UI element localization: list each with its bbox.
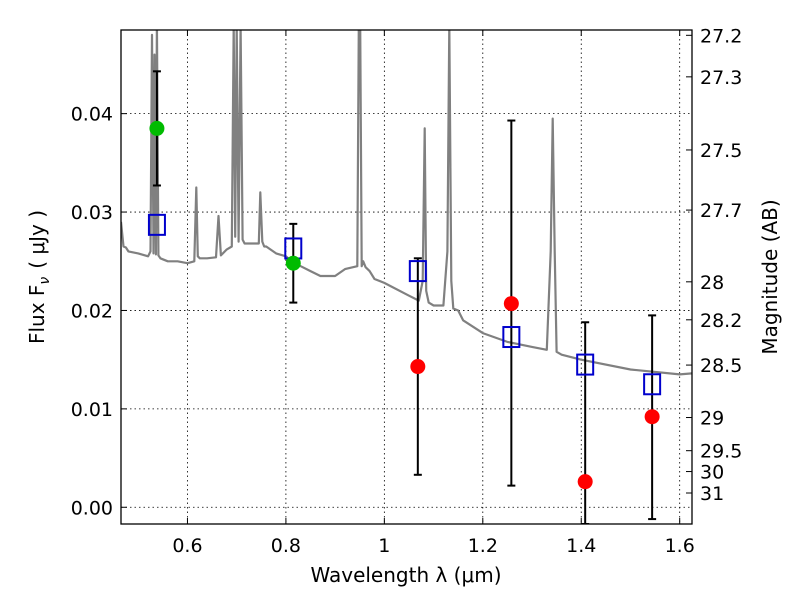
detection-point — [285, 255, 301, 271]
right-tick-label: 28.2 — [700, 310, 742, 332]
x-tick-label: 1 — [378, 535, 390, 557]
right-tick-label: 27.2 — [700, 25, 742, 47]
nondetection-point — [577, 474, 593, 490]
spectrum — [121, 30, 692, 376]
detection-point — [149, 120, 165, 136]
y-tick-label: 0.02 — [71, 300, 113, 322]
right-tick-label: 27.7 — [700, 200, 742, 222]
right-tick-label: 28.5 — [700, 355, 742, 377]
x-tick-label: 0.6 — [172, 535, 202, 557]
right-tick-label: 30 — [700, 462, 724, 484]
x-axis-title: Wavelength λ (μm) — [310, 563, 501, 587]
y-tick-label: 0.03 — [71, 202, 113, 224]
x-tick-label: 0.8 — [271, 535, 301, 557]
nondetection-point — [503, 296, 519, 312]
y-axis-title: Flux Fν ( μJy ) — [25, 210, 53, 344]
y-tick-label: 0.00 — [71, 497, 113, 519]
right-tick-label: 27.3 — [700, 67, 742, 89]
nondetection-point — [644, 409, 660, 425]
model-photometry-square — [502, 326, 521, 349]
plot-frame — [120, 29, 693, 525]
model-photometry-square — [408, 260, 427, 283]
right-tick-label: 29 — [700, 408, 724, 430]
tick-labels: 0.6 0.8 1 1.2 1.4 1.6 0.00 0.01 0.02 0.03 0.04 27.2… — [71, 25, 743, 557]
model-photometry-square — [147, 213, 166, 236]
x-tick-label: 1.6 — [665, 535, 695, 557]
right-tick-label: 29.5 — [700, 441, 742, 463]
error-bars — [152, 70, 657, 524]
x-tick-label: 1.2 — [468, 535, 498, 557]
nondetection-point — [410, 359, 426, 375]
y-axis-title-unit: ( μJy ) — [25, 210, 49, 269]
right-axis-title: Magnitude (AB) — [758, 199, 782, 354]
ticks — [121, 30, 692, 524]
model-photometry-square — [643, 373, 662, 396]
x-tick-label: 1.4 — [566, 535, 596, 557]
right-tick-label: 27.5 — [700, 140, 742, 162]
y-tick-label: 0.04 — [71, 104, 113, 126]
y-tick-label: 0.01 — [71, 399, 113, 421]
right-tick-label: 28 — [700, 272, 724, 294]
right-tick-label: 31 — [700, 483, 724, 505]
y-axis-title-main: Flux F — [25, 285, 49, 344]
grid — [121, 30, 692, 524]
model-photometry-square — [576, 353, 595, 376]
y-axis-title-sub: ν — [37, 277, 53, 285]
spectrum-line — [121, 30, 692, 376]
markers — [147, 120, 662, 490]
